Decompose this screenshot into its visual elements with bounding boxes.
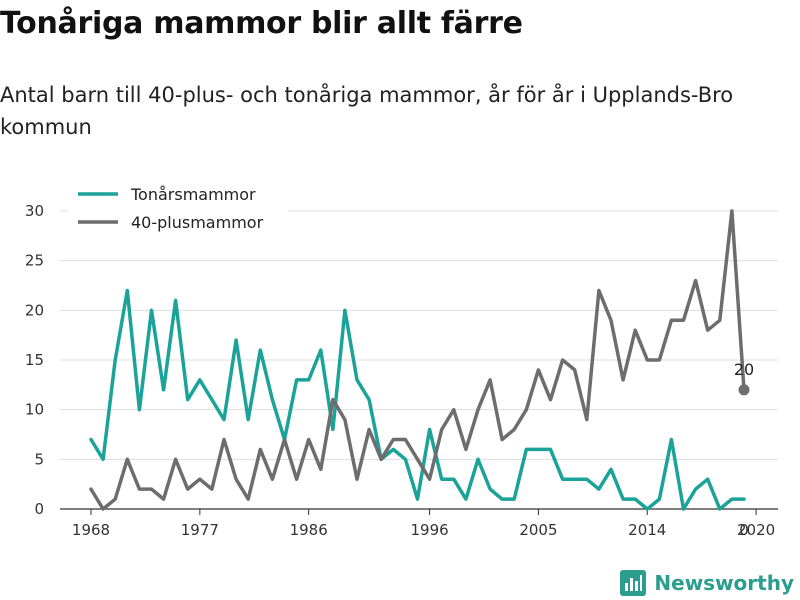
end-point-label: 20 <box>734 360 754 379</box>
y-tick-label: 25 <box>25 252 44 270</box>
brand-name: Newsworthy <box>654 571 794 595</box>
x-tick-label: 2014 <box>628 521 666 539</box>
chart-subtitle: Antal barn till 40-plus- och tonåriga ma… <box>0 83 734 139</box>
y-tick-label: 0 <box>34 500 44 518</box>
end-point-marker <box>738 384 750 396</box>
legend-label: Tonårsmammor <box>130 185 256 204</box>
x-tick-label: 1996 <box>410 521 448 539</box>
x-tick-label: 1968 <box>72 521 110 539</box>
x-tick-label: 1977 <box>181 521 219 539</box>
x-tick-label: 2020 <box>737 521 775 539</box>
y-tick-label: 15 <box>25 351 44 369</box>
y-tick-label: 30 <box>25 202 44 220</box>
x-tick-label: 1986 <box>290 521 328 539</box>
newsworthy-logo-icon <box>620 570 647 596</box>
chart-title: Tonåriga mammor blir allt färre <box>0 6 523 41</box>
x-tick-label: 2005 <box>519 521 557 539</box>
series-line-tonarsmammor <box>89 288 746 511</box>
y-tick-label: 5 <box>34 450 44 468</box>
brand-logo: Newsworthy <box>620 570 794 596</box>
x-tick-label: 0 <box>739 521 749 539</box>
y-tick-label: 20 <box>25 301 44 319</box>
legend-label: 40-plusmammor <box>131 213 264 232</box>
y-tick-label: 10 <box>25 401 44 419</box>
series-line-40-plusmammor <box>89 209 746 511</box>
